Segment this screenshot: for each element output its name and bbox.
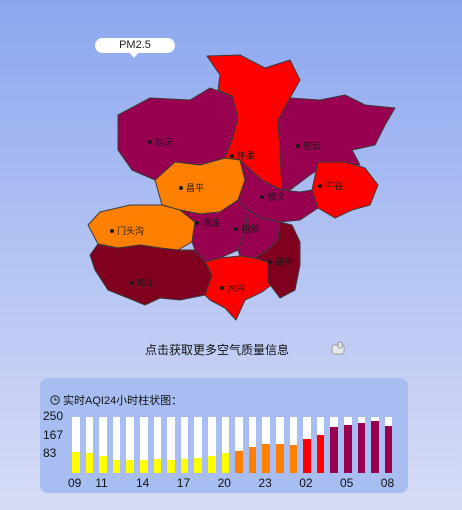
bar-18 [194,457,202,473]
district-dot-haidian [195,221,199,225]
bar-slot-13[interactable] [126,417,134,473]
x-tick-label: 11 [95,476,108,490]
district-label-haidian: 海淀 [202,217,220,228]
district-daxing[interactable] [204,255,279,321]
district-pinggu[interactable] [311,161,379,219]
district-dot-tongzhou [268,260,272,264]
district-label-daxing: 大兴 [227,282,245,293]
bar-slot-20[interactable] [221,417,230,473]
district-label-shunyi: 顺义 [267,192,285,202]
district-dot-fangshan [130,281,134,285]
x-tick-label: 17 [176,476,191,490]
district-dot-miyun [296,144,300,148]
bar-06 [357,422,366,473]
district-dot-daxing [220,286,224,290]
bar-15 [153,459,162,473]
bar-03 [316,434,325,473]
district-label-chaoyang: 朝阳 [241,224,259,234]
x-tick-label: 14 [136,476,150,490]
bar-slot-07[interactable] [371,417,379,473]
bar-slot-09[interactable] [72,417,80,473]
district-fangshan[interactable] [89,243,213,306]
bar-slot-02[interactable] [303,417,311,473]
district-label-yanqing: 延庆 [155,136,173,147]
aqi-panel-title: 实时AQI24小时柱状图： [50,392,182,408]
bar-14 [140,459,148,473]
bar-slot-04[interactable] [330,417,338,473]
bar-19 [208,456,216,473]
bar-16 [167,459,175,473]
bar-12 [112,460,121,473]
district-dot-huairou [230,154,234,158]
bar-slot-16[interactable] [167,417,175,473]
district-label-tongzhou: 通州 [275,257,293,267]
bar-13 [126,460,134,473]
bar-02 [303,439,311,473]
bar-04 [330,427,338,473]
district-dot-changping [179,186,183,190]
aqi-title-text: 实时AQI24小时柱状图： [63,395,183,407]
bar-slot-12[interactable] [112,417,121,473]
bar-23 [262,443,270,473]
x-tick-label: 08 [380,476,395,490]
bar-07 [371,421,379,473]
district-label-fangshan: 房山 [137,277,155,288]
bar-20 [221,453,230,473]
bar-slot-14[interactable] [140,417,148,473]
bar-slot-17[interactable] [180,417,189,473]
bar-21 [235,450,243,473]
district-label-pinggu: 平谷 [325,181,343,191]
district-dot-chaoyang [234,227,238,231]
bar-slot-19[interactable] [208,417,216,473]
bar-10 [85,453,94,473]
y-tick-label: 83 [43,446,57,461]
district-label-changping: 昌平 [186,183,204,193]
bar-slot-23[interactable] [262,417,270,473]
x-tick-label: 20 [217,476,231,490]
district-label-huairou: 怀柔 [237,150,255,161]
district-dot-mentougou [110,229,114,233]
x-tick-label: 23 [258,476,272,490]
bar-01 [289,445,298,473]
bar-slot-15[interactable] [153,417,162,473]
bar-slot-22[interactable] [248,417,257,473]
district-tongzhou[interactable] [254,221,301,299]
bar-11 [99,456,107,473]
clock-icon [50,395,60,405]
bar-17 [180,459,189,473]
bar-slot-18[interactable] [194,417,202,473]
bar-08 [384,425,393,473]
y-tick-label: 250 [43,409,64,423]
bar-00 [276,444,284,473]
bar-slot-10[interactable] [85,417,94,473]
bar-slot-11[interactable] [99,417,107,473]
aqi-chart-panel: 实时AQI24小时柱状图： 83 167 250 09 11 14 17 20 23 02 05 0… [40,378,408,493]
bar-slot-08[interactable] [384,417,393,473]
y-tick-label: 167 [43,427,64,442]
pollutant-label: PM2.5 [119,39,151,51]
bar-slot-01[interactable] [289,417,298,473]
x-tick-label: 02 [299,476,313,490]
bar-09 [72,452,80,473]
x-tick-label: 09 [68,476,82,490]
district-dot-shunyi [260,195,264,199]
district-dot-pinggu [318,184,322,188]
district-miyun[interactable] [277,94,396,191]
bar-slot-06[interactable] [357,417,366,473]
pollutant-tag[interactable]: PM2.5 [95,38,175,58]
bar-05 [344,424,352,473]
district-dot-yanqing [148,140,152,144]
more-info-link[interactable]: 点击获取更多空气质量信息 [145,343,290,357]
bar-slot-00[interactable] [276,417,284,473]
bar-slot-03[interactable] [316,417,325,473]
district-label-mentougou: 门头沟 [117,225,144,236]
x-tick-label: 05 [340,476,354,490]
bar-slot-21[interactable] [235,417,243,473]
district-label-miyun: 密云 [303,140,321,151]
bar-slot-05[interactable] [344,417,352,473]
pointing-hand-icon[interactable] [330,340,348,356]
bar-22 [248,447,257,473]
